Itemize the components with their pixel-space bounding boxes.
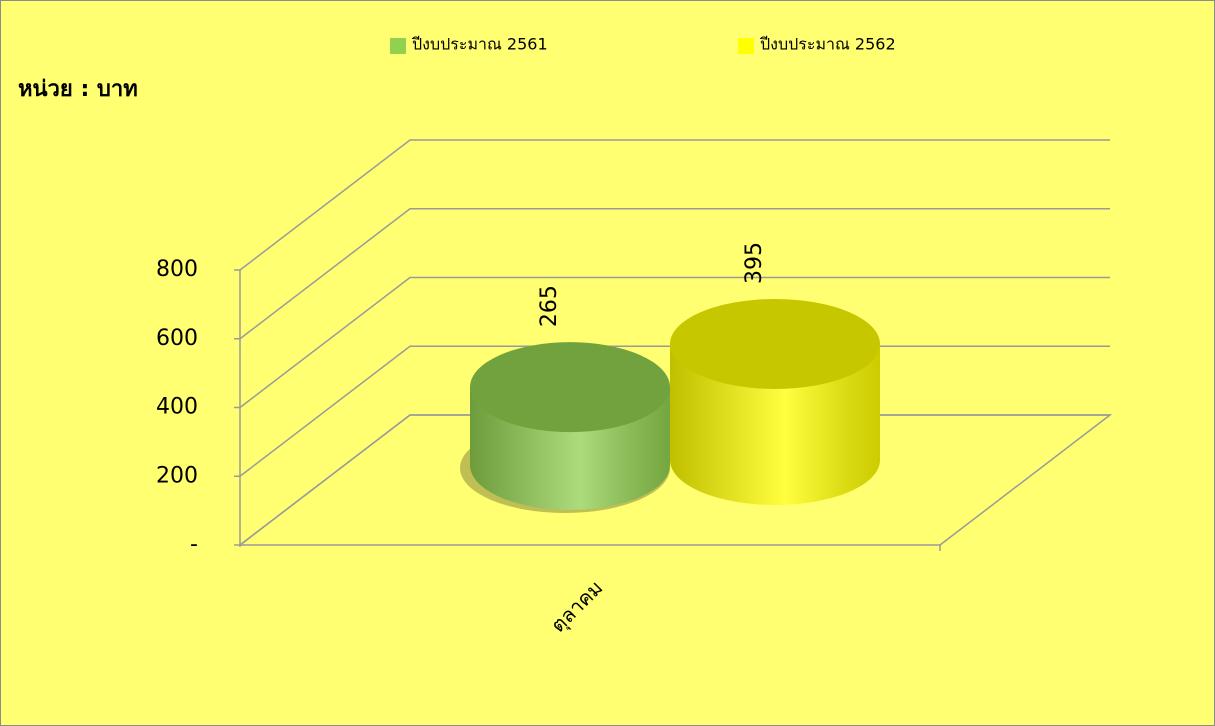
y-tick-label: 400 bbox=[156, 395, 198, 420]
y-tick-label: 200 bbox=[156, 463, 198, 488]
data-label: 265 bbox=[537, 285, 562, 327]
legend-label: ปีงบประมาณ 2562 bbox=[760, 35, 896, 54]
legend-label: ปีงบประมาณ 2561 bbox=[412, 35, 548, 54]
y-tick-label: 800 bbox=[156, 257, 198, 282]
legend-swatch bbox=[738, 38, 754, 54]
grid-line bbox=[239, 276, 1110, 409]
legend-swatch bbox=[390, 38, 406, 54]
grid-line bbox=[239, 208, 1110, 340]
cylinder-top bbox=[470, 342, 670, 433]
y-tick-label: - bbox=[190, 532, 198, 557]
cylinder-top bbox=[670, 298, 880, 389]
y-tick-label: 600 bbox=[156, 326, 198, 351]
cylinder-shade bbox=[670, 343, 880, 505]
cylinder-top-shade bbox=[470, 342, 670, 433]
cylinder-top-shade bbox=[670, 298, 880, 389]
data-label: 395 bbox=[742, 242, 767, 284]
unit-label: หน่วย : บาท bbox=[18, 77, 138, 102]
grid-line bbox=[239, 139, 1110, 271]
